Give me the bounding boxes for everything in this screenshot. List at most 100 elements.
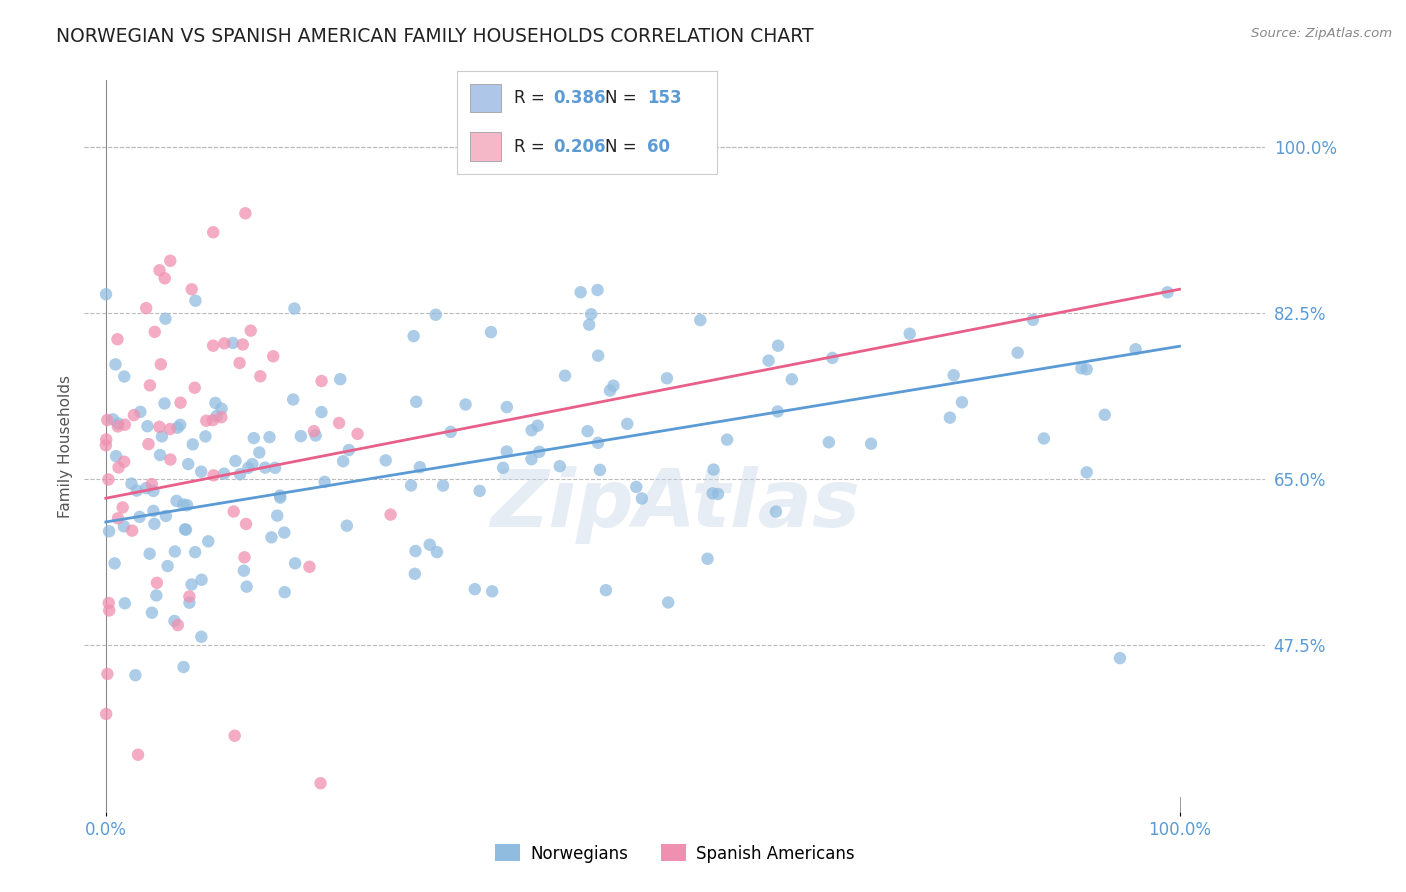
Point (205, 409, 228, 423)
Point (495, 400, 517, 414)
Point (716, 433, 738, 447)
Point (159, 452, 181, 467)
Point (125, 483, 148, 498)
Point (405, 544, 427, 558)
Text: 153: 153 (647, 88, 682, 106)
Point (939, 410, 962, 425)
Point (156, 559, 179, 574)
Point (569, 285, 592, 300)
Point (284, 556, 307, 570)
Point (166, 618, 188, 632)
Point (766, 339, 789, 353)
Point (589, 463, 612, 477)
Point (266, 508, 288, 523)
Point (135, 301, 157, 315)
Text: R =: R = (515, 137, 550, 156)
Text: N =: N = (605, 137, 643, 156)
Point (655, 371, 678, 385)
Point (468, 483, 491, 498)
Point (172, 498, 194, 512)
Point (222, 335, 245, 350)
Point (169, 417, 191, 432)
Point (209, 410, 232, 425)
Point (96, 413, 118, 427)
Point (96, 706, 118, 721)
Point (202, 468, 225, 483)
Point (166, 494, 188, 508)
Point (107, 417, 129, 431)
Point (128, 509, 150, 524)
Point (197, 534, 219, 549)
Point (127, 747, 149, 762)
Point (114, 596, 136, 610)
Point (141, 606, 163, 620)
Point (149, 357, 172, 371)
Point (235, 516, 257, 531)
Point (631, 491, 654, 506)
Point (98, 524, 121, 539)
Point (311, 374, 333, 388)
Point (283, 301, 305, 316)
Point (107, 460, 129, 475)
Point (464, 582, 486, 596)
Point (107, 332, 129, 346)
Point (124, 668, 146, 682)
Text: NORWEGIAN VS SPANISH AMERICAN FAMILY HOUSEHOLDS CORRELATION CHART: NORWEGIAN VS SPANISH AMERICAN FAMILY HOU… (56, 27, 814, 45)
Point (184, 381, 207, 395)
Point (554, 368, 576, 383)
Point (269, 489, 291, 503)
Point (105, 449, 128, 463)
Point (526, 418, 548, 433)
Point (243, 431, 266, 445)
Point (260, 530, 283, 544)
Point (138, 437, 160, 451)
Point (148, 263, 170, 277)
Point (112, 369, 135, 384)
Point (419, 538, 441, 552)
Point (1022, 313, 1045, 327)
Point (240, 457, 263, 471)
Text: R =: R = (515, 88, 550, 106)
Point (153, 396, 176, 410)
Point (222, 504, 245, 518)
Point (1125, 343, 1147, 357)
Point (235, 206, 257, 220)
Point (107, 511, 129, 525)
Point (101, 412, 124, 426)
Point (233, 550, 256, 565)
Y-axis label: Family Households: Family Households (58, 375, 73, 517)
Text: ZipAtlas: ZipAtlas (489, 466, 860, 543)
Point (259, 430, 281, 444)
Point (121, 476, 143, 491)
FancyBboxPatch shape (470, 132, 501, 161)
Point (402, 329, 425, 343)
Point (337, 443, 360, 458)
Point (425, 308, 447, 322)
Point (1032, 432, 1054, 446)
Point (239, 324, 262, 338)
Point (143, 325, 166, 339)
Point (602, 378, 624, 392)
Point (898, 326, 921, 341)
Point (311, 405, 333, 419)
Point (238, 460, 260, 475)
Legend: Norwegians, Spanish Americans: Norwegians, Spanish Americans (488, 838, 862, 869)
Point (159, 422, 181, 436)
Point (314, 475, 336, 489)
Point (121, 524, 143, 538)
Point (1109, 651, 1132, 665)
Point (228, 356, 250, 370)
Point (247, 445, 270, 459)
Point (586, 435, 609, 450)
Point (821, 351, 844, 365)
Point (309, 776, 332, 790)
Point (148, 419, 170, 434)
Point (479, 325, 502, 339)
Point (155, 311, 177, 326)
Point (576, 424, 599, 438)
Point (336, 518, 359, 533)
Point (579, 307, 602, 321)
Point (194, 429, 217, 443)
Point (290, 429, 312, 443)
Point (214, 336, 236, 351)
